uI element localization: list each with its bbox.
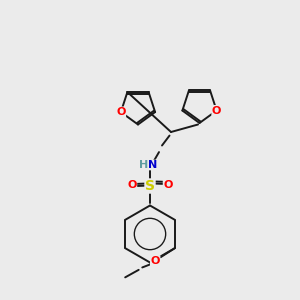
Text: O: O — [127, 179, 137, 190]
Text: O: O — [151, 256, 160, 266]
Text: O: O — [212, 106, 221, 116]
Text: H: H — [139, 160, 148, 170]
Text: O: O — [163, 179, 173, 190]
Text: N: N — [148, 160, 158, 170]
Text: S: S — [145, 179, 155, 193]
Text: O: O — [116, 107, 126, 117]
